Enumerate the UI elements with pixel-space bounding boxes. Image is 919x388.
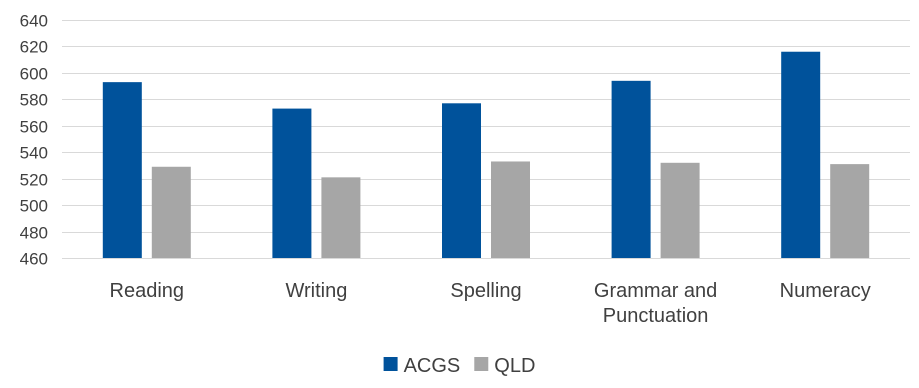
bar-acgs-3 bbox=[611, 80, 651, 258]
y-tick-label: 480 bbox=[20, 224, 48, 243]
legend-label: ACGS bbox=[404, 355, 461, 377]
y-tick-label: 500 bbox=[20, 197, 48, 216]
y-tick-label: 460 bbox=[20, 250, 48, 269]
bar-qld-1 bbox=[321, 177, 361, 258]
x-tick-label: Writing bbox=[285, 280, 347, 302]
legend-label: QLD bbox=[494, 355, 535, 377]
x-tick-label: Spelling bbox=[450, 280, 521, 302]
bar-acgs-4 bbox=[781, 51, 821, 258]
bar-acgs-0 bbox=[102, 82, 142, 259]
legend-swatch bbox=[474, 357, 489, 371]
bar-acgs-1 bbox=[272, 108, 312, 258]
bar-acgs-2 bbox=[442, 103, 481, 258]
y-tick-label: 540 bbox=[20, 144, 48, 163]
bar-qld-3 bbox=[660, 162, 700, 258]
legend-swatch bbox=[383, 357, 398, 371]
bars bbox=[102, 51, 870, 259]
bar-qld-0 bbox=[151, 166, 191, 258]
legend-item-acgs: ACGS bbox=[383, 355, 461, 377]
bar-qld-4 bbox=[830, 164, 870, 258]
legend: ACGS QLD bbox=[383, 355, 535, 377]
x-axis-tick-labels: Reading Writing Spelling Grammar and Punctua… bbox=[110, 280, 871, 327]
bar-qld-2 bbox=[491, 161, 530, 258]
y-tick-label: 600 bbox=[20, 65, 48, 84]
legend-item-qld: QLD bbox=[474, 355, 535, 377]
x-tick-label: Grammar and Punctuation bbox=[594, 280, 717, 327]
y-tick-label: 640 bbox=[20, 12, 48, 31]
y-tick-label: 620 bbox=[20, 38, 48, 57]
y-tick-label: 580 bbox=[20, 91, 48, 110]
gridlines bbox=[62, 20, 910, 259]
x-tick-label: Reading bbox=[110, 280, 185, 302]
x-tick-label: Numeracy bbox=[780, 280, 871, 302]
y-axis-tick-labels: 460 480 500 520 540 560 580 600 620 640 bbox=[20, 12, 48, 269]
y-tick-label: 560 bbox=[20, 118, 48, 137]
y-tick-label: 520 bbox=[20, 171, 48, 190]
